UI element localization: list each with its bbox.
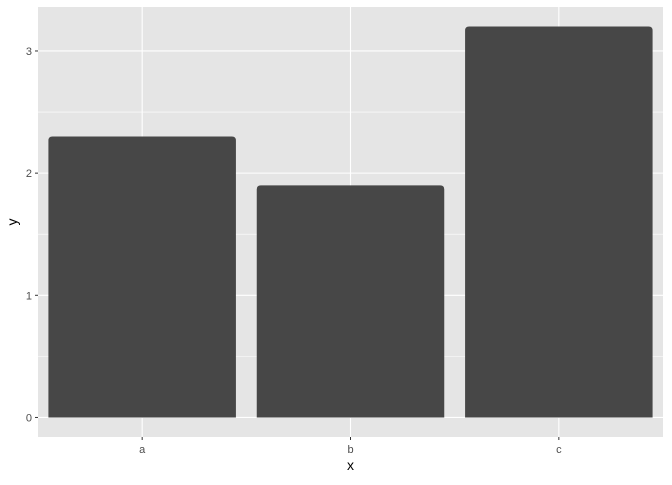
y-axis-label: y <box>4 219 20 226</box>
y-tick-label: 3 <box>26 46 32 58</box>
bar-a <box>48 136 236 418</box>
x-tick-label: a <box>139 444 146 456</box>
bar-b <box>256 185 445 418</box>
bars <box>48 26 653 418</box>
y-tick-label: 1 <box>26 290 32 302</box>
x-tick-label: c <box>556 444 562 456</box>
x-axis: a b c <box>139 437 562 456</box>
y-axis: 0 1 2 3 <box>26 46 38 424</box>
x-axis-label: x <box>347 457 354 473</box>
y-tick-label: 0 <box>26 412 32 424</box>
x-tick-label: b <box>347 444 353 456</box>
y-tick-label: 2 <box>26 168 32 180</box>
bar-c <box>465 26 653 418</box>
